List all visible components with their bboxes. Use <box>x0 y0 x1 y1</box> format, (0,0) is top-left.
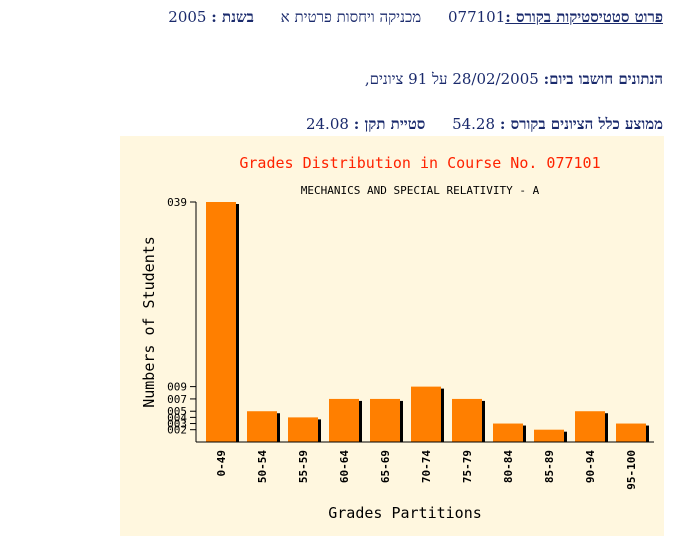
course-name: מכניקה ויחסות פרטית א <box>280 8 422 26</box>
chart-subtitle: MECHANICS AND SPECIAL RELATIVITY - A <box>301 184 540 197</box>
bar <box>206 202 236 442</box>
bars-group <box>206 202 649 442</box>
mean-label: ממוצע כלל הציונים בקורס : <box>499 115 663 133</box>
bar-shadow <box>646 425 649 442</box>
grades-count: על 91 ציונים, <box>364 70 448 88</box>
y-tick-label: 003 <box>167 418 187 431</box>
bar <box>452 398 482 442</box>
bar <box>247 411 277 442</box>
bar-shadow <box>605 413 608 442</box>
x-tick-label: 60-64 <box>338 450 351 483</box>
x-axis-label: Grades Partitions <box>328 504 482 522</box>
bar-shadow <box>482 400 485 442</box>
bar-shadow <box>441 388 444 442</box>
y-tick-label: 004 <box>167 411 187 424</box>
computed-label: הנתונים חושבו ביום: <box>543 70 663 88</box>
x-tick-label: 80-84 <box>502 450 515 483</box>
bar-shadow <box>564 431 567 442</box>
computed-date: 28/02/2005 <box>452 70 539 88</box>
bar-shadow <box>523 425 526 442</box>
year-value: 2005 <box>168 8 207 26</box>
course-stats-label: פרוט סטטיסטיקות בקורס : <box>505 8 663 26</box>
bar <box>493 423 523 442</box>
bar <box>329 398 359 442</box>
x-tick-label: 85-89 <box>543 450 556 483</box>
x-tick-label: 70-74 <box>420 450 433 483</box>
course-number: 077101 <box>447 8 506 26</box>
bar <box>616 423 646 442</box>
y-axis-label: Numbers of Students <box>140 236 158 408</box>
bar <box>534 429 564 442</box>
x-tick-label: 90-94 <box>584 450 597 483</box>
bar-shadow <box>236 204 239 442</box>
bar-shadow <box>277 413 280 442</box>
x-tick-label: 75-79 <box>461 450 474 483</box>
bar-shadow <box>318 419 321 442</box>
std-value: 24.08 <box>305 115 349 133</box>
computed-line: הנתונים חושבו ביום: 28/02/2005 על 91 ציו… <box>40 70 663 89</box>
bar <box>370 398 400 442</box>
year-label: בשנת : <box>211 8 254 26</box>
x-tick-label: 55-59 <box>297 450 310 483</box>
x-ticks-group: 0-49 50-54 55-59 60-64 65-69 70-74 75-79 80-84 8… <box>215 450 638 490</box>
chart-svg: Grades Distribution in Course No. 077101… <box>140 154 654 522</box>
bar <box>411 386 441 442</box>
y-tick-label: 007 <box>167 393 187 406</box>
y-tick-label: 039 <box>167 196 187 209</box>
x-tick-label: 65-69 <box>379 450 392 483</box>
y-tick-label: 009 <box>167 381 187 394</box>
x-tick-label: 50-54 <box>256 450 269 483</box>
mean-value: 54.28 <box>452 115 496 133</box>
bar <box>575 411 605 442</box>
bar-shadow <box>359 400 362 442</box>
std-label: סטיית תקן : <box>353 115 426 133</box>
bar <box>288 417 318 442</box>
x-tick-label: 95-100 <box>625 450 638 490</box>
y-tick-label: 005 <box>167 405 187 418</box>
stats-line: ממוצע כלל הציונים בקורס : 54.28 סטיית תק… <box>40 115 663 134</box>
bar-shadow <box>400 400 403 442</box>
y-tick-label: 002 <box>167 424 187 437</box>
grades-distribution-chart: Grades Distribution in Course No. 077101… <box>120 136 664 536</box>
chart-title: Grades Distribution in Course No. 077101 <box>239 154 600 172</box>
x-tick-label: 0-49 <box>215 450 228 477</box>
course-header-line: פרוט סטטיסטיקות בקורס :077101 מכניקה ויח… <box>40 8 663 27</box>
